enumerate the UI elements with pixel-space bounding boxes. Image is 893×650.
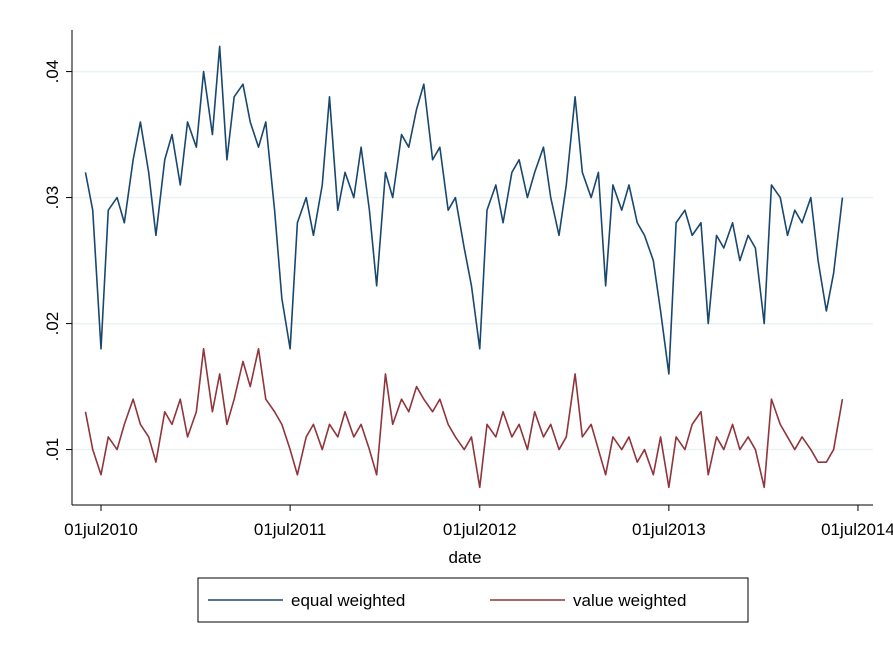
legend-label: equal weighted (291, 591, 405, 610)
x-tick-label: 01jul2010 (64, 520, 138, 539)
series-line (84, 45, 844, 375)
legend-box (197, 577, 749, 623)
series-line (84, 347, 844, 489)
y-tick-label: .03 (43, 186, 62, 210)
y-tick-label: .01 (43, 438, 62, 462)
x-tick-label: 01jul2012 (443, 520, 517, 539)
y-tick-label: .02 (43, 312, 62, 336)
legend-label: value weighted (573, 591, 686, 610)
x-tick-label: 01jul2011 (254, 520, 326, 539)
x-tick-label: 01jul2014 (821, 520, 893, 539)
x-tick-label: 01jul2013 (632, 520, 706, 539)
x-axis-title: date (448, 548, 481, 567)
y-tick-label: .04 (43, 60, 62, 84)
